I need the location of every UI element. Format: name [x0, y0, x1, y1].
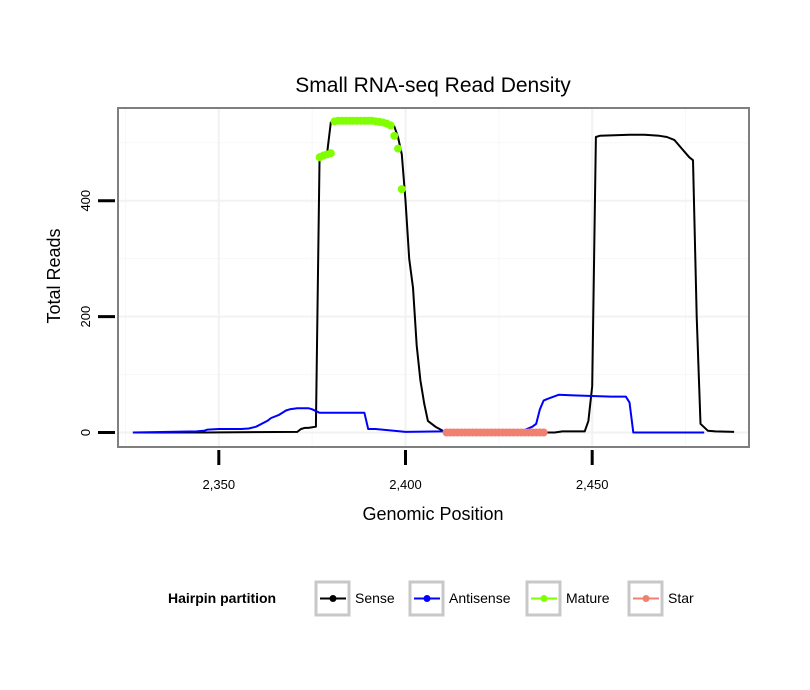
x-tick-label: 2,450 — [576, 477, 609, 492]
x-tick-label: 2,400 — [389, 477, 422, 492]
axes: 2,350 2,400 2,450 0 200 400 — [78, 190, 608, 492]
series-point-star — [539, 428, 548, 437]
series-layer — [132, 116, 735, 437]
series-point-mature — [326, 149, 335, 158]
legend-title: Hairpin partition — [168, 590, 276, 606]
legend-label-sense: Sense — [355, 590, 395, 606]
series-point-mature — [397, 185, 406, 194]
y-axis-label: Total Reads — [44, 228, 64, 323]
y-tick-label: 0 — [78, 429, 93, 436]
y-tick-label: 200 — [78, 306, 93, 328]
legend-point-mature — [540, 595, 548, 602]
series-point-mature — [386, 121, 395, 130]
y-tick-label: 400 — [78, 190, 93, 212]
legend-label-antisense: Antisense — [449, 590, 511, 606]
legend-label-star: Star — [668, 590, 694, 606]
legend-label-mature: Mature — [566, 590, 610, 606]
legend-point-antisense — [423, 595, 431, 602]
x-axis-label: Genomic Position — [362, 504, 503, 524]
legend: Hairpin partition Sense Antisense Mature St… — [168, 580, 694, 617]
series-point-mature — [394, 144, 403, 153]
legend-point-star — [642, 595, 650, 602]
legend-point-sense — [329, 595, 337, 602]
chart-title: Small RNA-seq Read Density — [295, 74, 571, 97]
series-point-mature — [390, 131, 399, 140]
plot-panel — [117, 107, 750, 448]
series-line-antisense — [132, 393, 705, 434]
x-tick-label: 2,350 — [203, 477, 236, 492]
